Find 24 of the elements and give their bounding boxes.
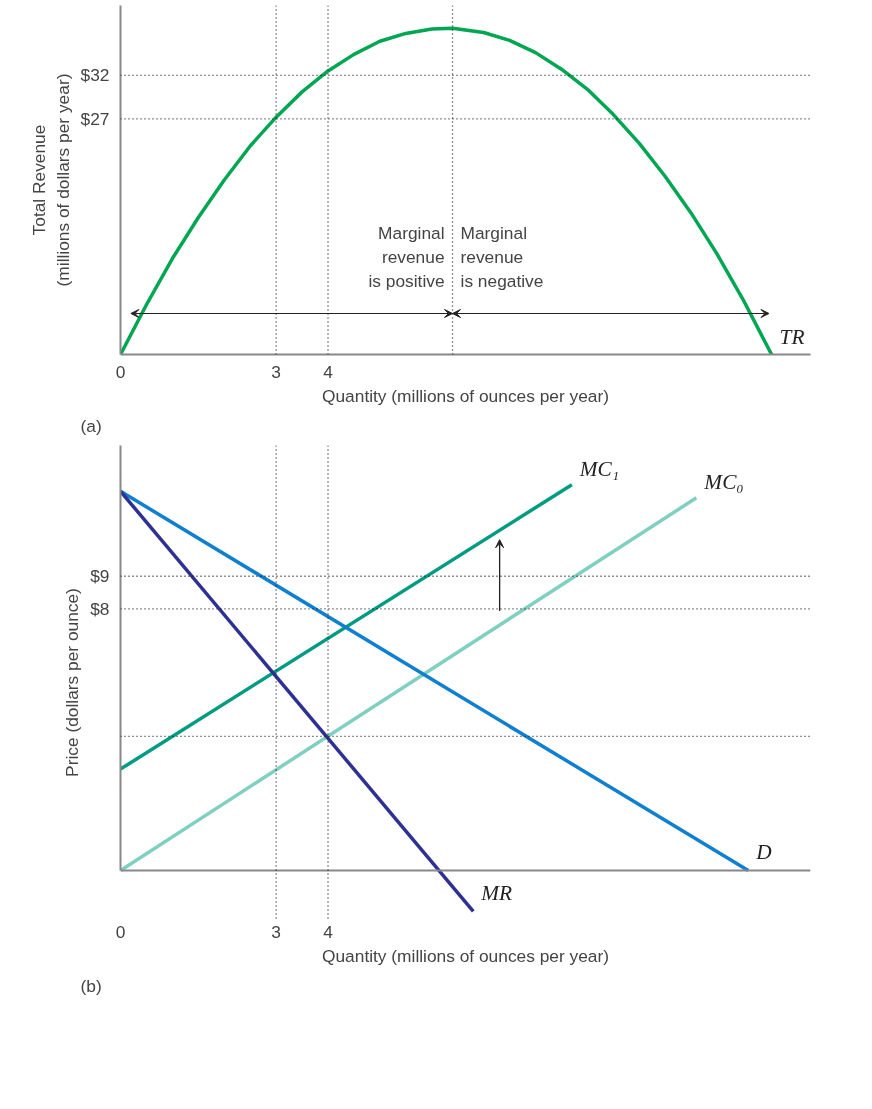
y-tick-label: $32: [80, 65, 110, 86]
y-tick-label: $9: [90, 566, 110, 587]
series-label: MR: [480, 881, 513, 906]
y-axis-title: Price (dollars per ounce): [62, 588, 83, 777]
x-tick-label: 0: [115, 921, 126, 942]
x-tick-label: 3: [271, 921, 281, 942]
series-label: TR: [779, 324, 805, 349]
annotation: Marginal revenue is positive: [368, 223, 445, 292]
x-tick-label: 0: [115, 361, 126, 382]
series-label: MC₁: [578, 456, 620, 481]
line-series: [120, 26, 774, 355]
y-tick-label: $27: [80, 108, 110, 129]
x-tick-label: 4: [323, 361, 334, 382]
series-label: D: [755, 840, 773, 865]
text: (b): [80, 975, 102, 996]
y-axis-title: Total Revenue (millions of dollars per year): [28, 73, 73, 287]
x-axis-title: Quantity (millions of ounces per year): [322, 385, 609, 406]
series-label: MC₀: [703, 469, 744, 494]
x-axis-title: Quantity (millions of ounces per year): [322, 945, 609, 966]
y-tick-label: $8: [90, 598, 110, 619]
text: (a): [80, 415, 102, 436]
annotation: Marginal revenue is negative: [460, 223, 544, 292]
x-tick-label: 3: [271, 361, 281, 382]
x-tick-label: 4: [323, 921, 334, 942]
